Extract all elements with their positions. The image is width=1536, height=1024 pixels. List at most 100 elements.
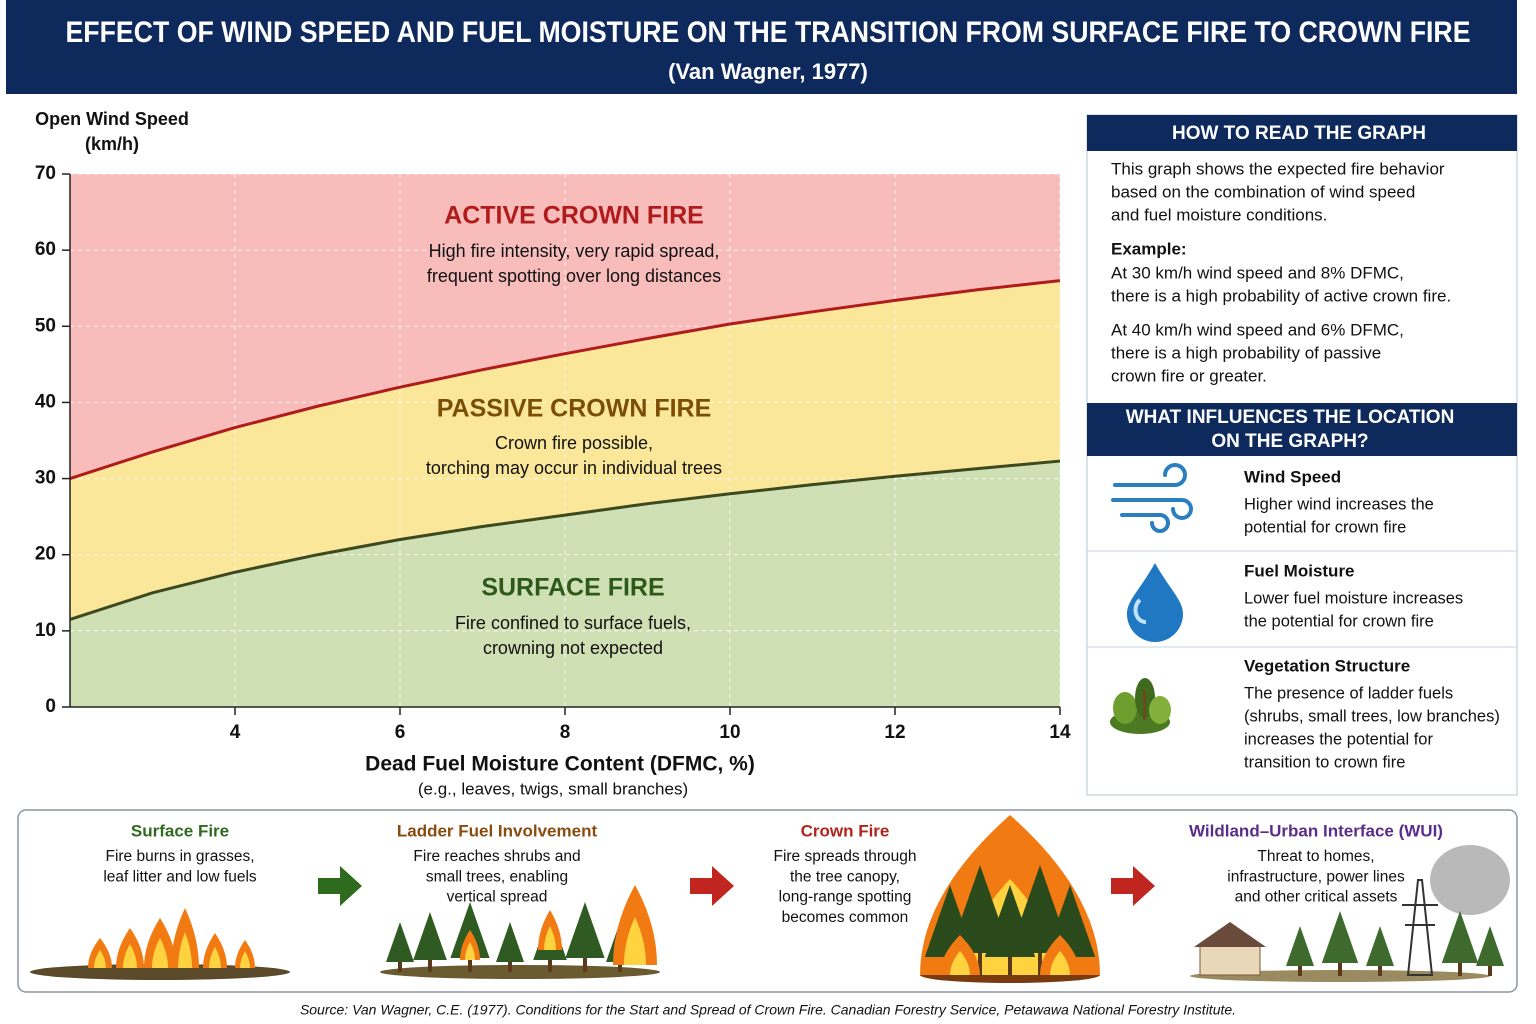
house: [1199, 944, 1261, 976]
stage-text: long-range spotting: [779, 889, 912, 906]
y-tick-label: 70: [35, 163, 56, 184]
x-tick-label: 4: [230, 722, 241, 743]
tree: [1321, 911, 1359, 963]
flame: [240, 951, 250, 968]
tree: [1366, 926, 1394, 966]
stage-text: and other critical assets: [1235, 889, 1398, 906]
stage-title: Ladder Fuel Involvement: [397, 821, 598, 840]
influence-text: increases the potential for: [1244, 730, 1433, 748]
boundary-line: [69, 279, 1061, 480]
source: Source: Van Wagner, C.E. (1977). Conditi…: [300, 1002, 1236, 1018]
tree-trunk: [1458, 963, 1462, 976]
arrow: [1111, 866, 1155, 906]
influence-text: Higher wind increases the: [1244, 495, 1434, 513]
zone-description: Crown fire possible,: [495, 433, 653, 453]
flame: [209, 947, 221, 968]
house-roof: [1194, 922, 1266, 947]
tree-trunk: [468, 958, 472, 972]
x-tick-label: 8: [560, 722, 571, 743]
panel-header: [1087, 115, 1517, 151]
y-tick-label: 50: [35, 315, 56, 336]
stage-text: Fire spreads through: [773, 848, 916, 865]
vegetation-icon: [1110, 678, 1171, 734]
tree-trunk: [1378, 966, 1382, 976]
tree-trunk: [618, 962, 622, 972]
panel-text: At 40 km/h wind speed and 6% DFMC,: [1111, 320, 1404, 339]
tree: [1476, 926, 1504, 966]
tree-trunk: [1298, 966, 1302, 976]
tree-trunk: [548, 960, 552, 972]
y-tick-label: 10: [35, 620, 56, 641]
tree-trunk: [398, 962, 402, 972]
zone-description: torching may occur in individual trees: [426, 458, 722, 478]
arrow: [318, 866, 362, 906]
panel-title: ON THE GRAPH?: [1211, 431, 1368, 452]
tree-trunk: [978, 953, 982, 975]
flame: [123, 944, 137, 968]
panel-title: WHAT INFLUENCES THE LOCATION: [1126, 407, 1455, 428]
example-label: Example:: [1111, 239, 1187, 258]
panel-text: based on the combination of wind speed: [1111, 182, 1415, 201]
influence-title: Fuel Moisture: [1244, 561, 1355, 580]
stage-title: Wildland–Urban Interface (WUI): [1189, 821, 1443, 840]
header-band: [6, 0, 1517, 94]
panel-title: HOW TO READ THE GRAPH: [1172, 123, 1426, 144]
influence-text: (shrubs, small trees, low branches): [1244, 707, 1500, 725]
flame: [950, 951, 970, 975]
page-subtitle: (Van Wagner, 1977): [668, 59, 868, 84]
smoke: [1430, 845, 1510, 915]
y-tick-label: 30: [35, 468, 56, 489]
flame: [1050, 951, 1070, 975]
tree-trunk: [1008, 957, 1012, 975]
plot: [69, 173, 1061, 708]
stage-text: the tree canopy,: [790, 868, 900, 885]
influence-text: The presence of ladder fuels: [1244, 684, 1453, 702]
x-tick-label: 14: [1049, 722, 1071, 743]
zone-name: PASSIVE CROWN FIRE: [437, 395, 712, 423]
tree: [496, 922, 524, 962]
tree-trunk: [428, 960, 432, 972]
stage-text: leaf litter and low fuels: [103, 868, 257, 885]
panel-text: crown fire or greater.: [1111, 366, 1267, 385]
stage-title: Crown Fire: [801, 821, 890, 840]
boundary-line: [69, 459, 1061, 621]
stage-text: small trees, enabling: [426, 868, 568, 885]
zone-fill: [70, 280, 1060, 620]
stage-text: infrastructure, power lines: [1227, 868, 1405, 885]
tree-trunk: [1038, 953, 1042, 975]
x-axis-label: Dead Fuel Moisture Content (DFMC, %): [365, 753, 755, 776]
panel-text: and fuel moisture conditions.: [1111, 205, 1327, 224]
stage-text: Threat to homes,: [1257, 848, 1374, 865]
influence-title: Wind Speed: [1244, 467, 1341, 486]
ground: [380, 965, 660, 979]
x-axis-note: (e.g., leaves, twigs, small branches): [418, 779, 688, 798]
panel-header: [1087, 403, 1517, 456]
tree-trunk: [583, 958, 587, 972]
zone-name: ACTIVE CROWN FIRE: [444, 202, 704, 230]
influence-text: transition to crown fire: [1244, 753, 1405, 771]
tree-trunk: [1488, 966, 1492, 976]
tree: [1286, 926, 1314, 966]
stage-text: Fire burns in grasses,: [105, 848, 254, 865]
influence-text: potential for crown fire: [1244, 518, 1406, 536]
flame: [465, 942, 475, 960]
tree: [565, 902, 605, 958]
influence-title: Vegetation Structure: [1244, 656, 1410, 675]
panel-text: At 30 km/h wind speed and 8% DFMC,: [1111, 263, 1404, 282]
zone-description: High fire intensity, very rapid spread,: [429, 241, 720, 261]
stage-text: vertical spread: [447, 889, 548, 906]
flame: [152, 938, 168, 968]
y-tick-label: 40: [35, 391, 56, 412]
arrow: [690, 866, 734, 906]
tree: [413, 912, 447, 960]
x-tick-label: 6: [395, 722, 406, 743]
stage-text: becomes common: [782, 909, 909, 926]
y-tick-label: 20: [35, 544, 56, 565]
panel-text: there is a high probability of active cr…: [1111, 286, 1451, 305]
panel-text: This graph shows the expected fire behav…: [1111, 159, 1445, 178]
zone-description: frequent spotting over long distances: [427, 266, 721, 286]
y-tick-label: 0: [45, 696, 56, 717]
zone-description: Fire confined to surface fuels,: [455, 613, 691, 633]
stage-title: Surface Fire: [131, 821, 229, 840]
